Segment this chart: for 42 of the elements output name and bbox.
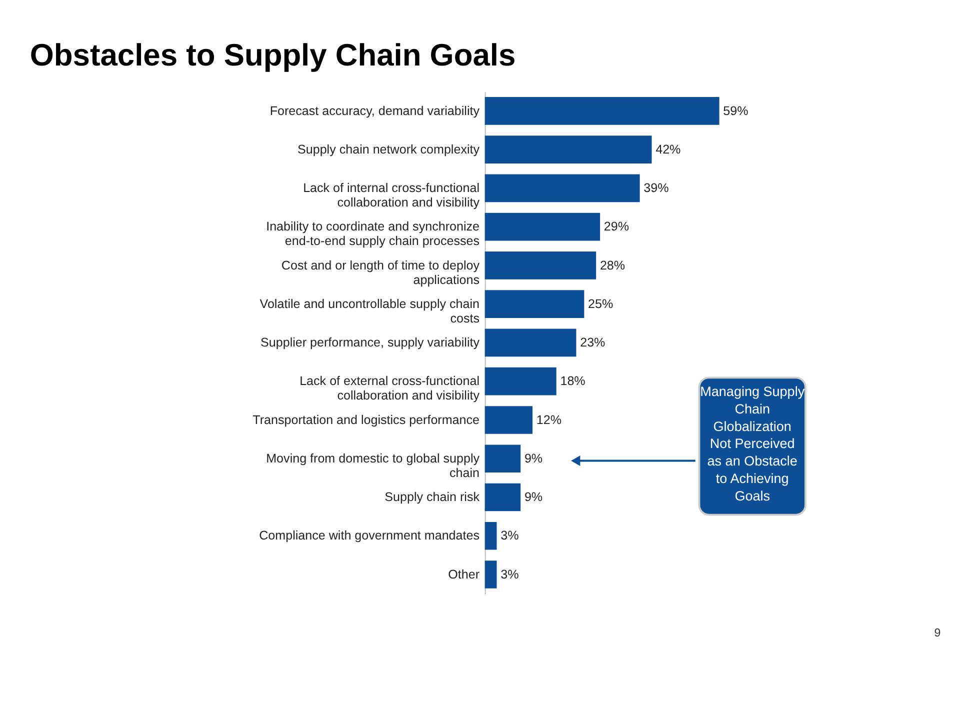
- data-label: 3%: [500, 567, 519, 582]
- data-label: 25%: [588, 296, 614, 311]
- data-label: 23%: [580, 336, 606, 350]
- bar: [484, 483, 521, 512]
- y-tick-label: Cost and or length of time to deploy applications: [281, 258, 480, 287]
- y-tick-label: Lack of internal cross-functional collaboration and visibility: [303, 181, 480, 210]
- y-tick-label: Inability to coordinate and synchronize end-to-end supply chain processes: [266, 220, 480, 248]
- data-label: 29%: [604, 220, 630, 234]
- bar: [484, 560, 497, 588]
- bar: [484, 252, 596, 280]
- y-tick-label: Volatile and uncontrollable supply chain costs: [260, 296, 480, 326]
- data-label: 59%: [723, 104, 748, 118]
- data-label: 3%: [500, 528, 519, 543]
- annotation: Managing Supply Chain Globalization Not Perceived as an Obstacle to Achieving Goals: [700, 384, 805, 504]
- bar: [484, 328, 576, 357]
- y-tick-label: Supply chain network complexity: [298, 142, 480, 156]
- bar: [484, 367, 556, 396]
- bar: [484, 522, 497, 550]
- bar: [484, 136, 652, 164]
- y-tick-label: Transportation and logistics performance: [252, 412, 480, 427]
- chart-title: Obstacles to Supply Chain Goals: [30, 38, 516, 73]
- text: 9: [934, 627, 941, 640]
- bar: [484, 290, 584, 318]
- bar: [484, 406, 533, 434]
- data-label: 39%: [644, 181, 669, 196]
- y-tick-label: Compliance with government mandates: [259, 528, 480, 543]
- y-tick-label: Supplier performance, supply variability: [260, 336, 480, 350]
- bar: [484, 174, 640, 202]
- bar: [484, 444, 521, 473]
- data-label: 9%: [524, 490, 543, 504]
- data-label: 9%: [524, 451, 543, 466]
- y-tick-label: Forecast accuracy, demand variability: [270, 104, 480, 118]
- y-tick-label: Moving from domestic to global supply chain: [266, 451, 480, 480]
- y-tick-label: Supply chain risk: [384, 490, 480, 504]
- data-label: 12%: [536, 412, 562, 427]
- bar: [484, 97, 720, 125]
- y-tick-label: Other: [448, 567, 480, 582]
- data-label: 18%: [560, 374, 586, 388]
- y-tick-label: Lack of external cross-functional collaboration and visibility: [300, 374, 480, 403]
- data-label: 42%: [656, 142, 681, 156]
- bar: [484, 212, 600, 241]
- data-label: 28%: [600, 258, 626, 272]
